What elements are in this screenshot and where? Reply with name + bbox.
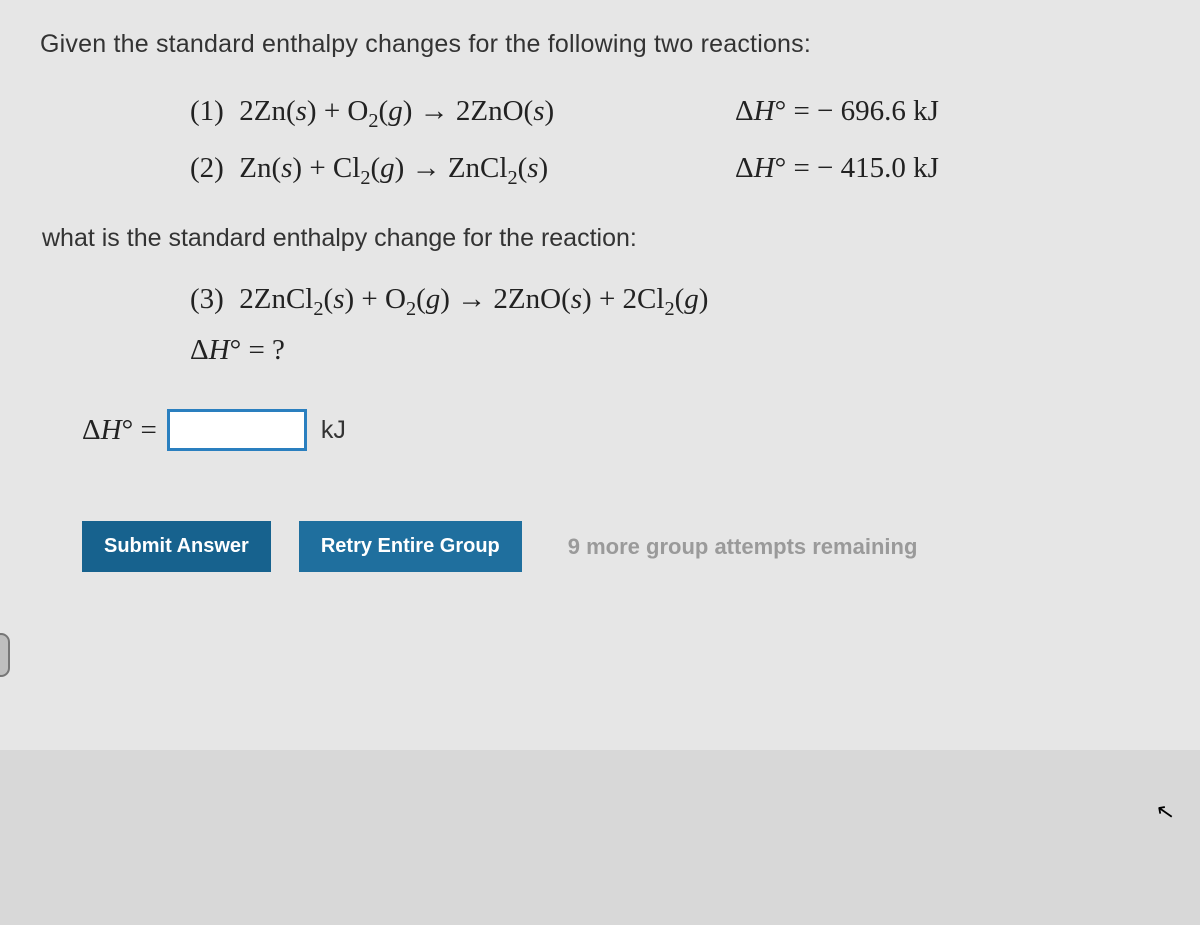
answer-row: ΔH° = kJ xyxy=(82,409,1160,451)
submit-button[interactable]: Submit Answer xyxy=(82,521,271,572)
eq3-reaction: 2ZnCl2(s) + O2(g) → 2ZnO(s) + 2Cl2(g) xyxy=(239,283,708,315)
eq1-number: (1) xyxy=(190,87,232,136)
eq3-ask: ΔH° = ? xyxy=(190,326,1160,375)
eq1-enthalpy: ΔH° = − 696.6 kJ xyxy=(735,87,939,136)
answer-label: ΔH° = xyxy=(82,414,157,447)
cursor-icon: ↖ xyxy=(1153,798,1176,827)
answer-unit: kJ xyxy=(321,416,346,445)
target-equation: (3) 2ZnCl2(s) + O2(g) → 2ZnO(s) + 2Cl2(g… xyxy=(190,275,1160,376)
side-handle xyxy=(0,633,10,677)
eq2-reaction: Zn(s) + Cl2(g) → ZnCl2(s) xyxy=(239,152,548,184)
eq2-enthalpy: ΔH° = − 415.0 kJ xyxy=(735,144,939,193)
equation-1: (1) 2Zn(s) + O2(g) → 2ZnO(s) ΔH° = − 696… xyxy=(190,87,1160,138)
question-panel: Given the standard enthalpy changes for … xyxy=(0,0,1200,750)
retry-button[interactable]: Retry Entire Group xyxy=(299,521,522,572)
eq1-reaction: 2Zn(s) + O2(g) → 2ZnO(s) xyxy=(239,95,554,127)
answer-input[interactable] xyxy=(167,409,307,451)
mid-text: what is the standard enthalpy change for… xyxy=(42,224,1160,253)
eq2-number: (2) xyxy=(190,144,232,193)
attempts-remaining: 9 more group attempts remaining xyxy=(568,534,918,560)
eq3-number: (3) xyxy=(190,275,232,324)
button-row: Submit Answer Retry Entire Group 9 more … xyxy=(82,521,1160,572)
equation-2: (2) Zn(s) + Cl2(g) → ZnCl2(s) ΔH° = − 41… xyxy=(190,144,1160,195)
intro-text: Given the standard enthalpy changes for … xyxy=(40,30,1160,59)
given-equations: (1) 2Zn(s) + O2(g) → 2ZnO(s) ΔH° = − 696… xyxy=(190,87,1160,196)
